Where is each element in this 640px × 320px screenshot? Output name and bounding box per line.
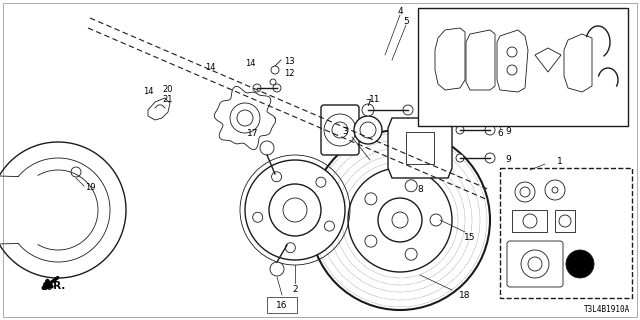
FancyBboxPatch shape [555, 210, 575, 232]
Text: 12: 12 [284, 69, 294, 78]
Circle shape [310, 130, 490, 310]
Circle shape [316, 177, 326, 187]
Text: 4: 4 [397, 7, 403, 17]
Text: T3L4B1910A: T3L4B1910A [584, 305, 630, 314]
Circle shape [360, 122, 376, 138]
Circle shape [283, 198, 307, 222]
Text: 16: 16 [276, 300, 288, 309]
Circle shape [456, 126, 464, 134]
Text: 14: 14 [205, 63, 215, 73]
Circle shape [237, 110, 253, 126]
Text: 15: 15 [464, 234, 476, 243]
Text: 2: 2 [292, 285, 298, 294]
Text: 9: 9 [505, 155, 511, 164]
Circle shape [271, 66, 279, 74]
Circle shape [365, 193, 377, 205]
Circle shape [403, 105, 413, 115]
Text: 9: 9 [505, 126, 511, 135]
Circle shape [269, 184, 321, 236]
Circle shape [485, 125, 495, 135]
Circle shape [528, 257, 542, 271]
Circle shape [378, 198, 422, 242]
Text: 14: 14 [244, 59, 255, 68]
Circle shape [405, 248, 417, 260]
Polygon shape [388, 118, 452, 178]
Text: 18: 18 [460, 291, 471, 300]
Polygon shape [497, 30, 528, 92]
Circle shape [523, 214, 537, 228]
Circle shape [559, 215, 571, 227]
Text: 21: 21 [163, 95, 173, 105]
Circle shape [348, 168, 452, 272]
Circle shape [332, 122, 348, 138]
Circle shape [566, 250, 594, 278]
Circle shape [515, 182, 535, 202]
Polygon shape [435, 28, 465, 90]
Circle shape [507, 47, 517, 57]
Circle shape [521, 250, 549, 278]
Text: 1: 1 [557, 157, 563, 166]
Circle shape [552, 187, 558, 193]
FancyBboxPatch shape [321, 105, 359, 155]
Text: 3: 3 [342, 127, 348, 137]
FancyBboxPatch shape [3, 3, 637, 317]
Circle shape [260, 141, 274, 155]
Circle shape [354, 116, 382, 144]
FancyBboxPatch shape [500, 168, 632, 298]
Text: 7: 7 [365, 100, 371, 108]
Circle shape [507, 65, 517, 75]
Circle shape [545, 180, 565, 200]
Circle shape [392, 212, 408, 228]
FancyBboxPatch shape [406, 132, 434, 164]
Polygon shape [535, 48, 561, 72]
Text: 6: 6 [497, 130, 503, 139]
Circle shape [456, 154, 464, 162]
Text: 8: 8 [417, 186, 423, 195]
Circle shape [271, 172, 282, 182]
Text: 10: 10 [42, 284, 54, 292]
Circle shape [285, 243, 296, 253]
Circle shape [324, 221, 335, 231]
Text: 5: 5 [403, 18, 409, 27]
Circle shape [230, 103, 260, 133]
Text: FR.: FR. [46, 281, 65, 291]
Circle shape [405, 180, 417, 192]
Circle shape [430, 214, 442, 226]
Polygon shape [148, 98, 170, 120]
FancyBboxPatch shape [267, 297, 297, 313]
Circle shape [485, 153, 495, 163]
Text: 17: 17 [247, 130, 259, 139]
Circle shape [273, 84, 281, 92]
Circle shape [253, 212, 262, 222]
Circle shape [270, 262, 284, 276]
Circle shape [362, 104, 374, 116]
FancyBboxPatch shape [507, 241, 563, 287]
Circle shape [71, 167, 81, 177]
Text: 14: 14 [143, 87, 153, 97]
FancyBboxPatch shape [512, 210, 547, 232]
Circle shape [253, 84, 261, 92]
Polygon shape [564, 34, 592, 92]
Circle shape [270, 79, 276, 85]
Circle shape [520, 187, 530, 197]
Polygon shape [466, 30, 495, 90]
FancyBboxPatch shape [418, 8, 628, 126]
Circle shape [365, 235, 377, 247]
Text: 11: 11 [369, 95, 381, 105]
Text: 19: 19 [84, 183, 95, 193]
Text: 20: 20 [163, 85, 173, 94]
Circle shape [324, 114, 356, 146]
Circle shape [245, 160, 345, 260]
Text: 13: 13 [284, 58, 294, 67]
